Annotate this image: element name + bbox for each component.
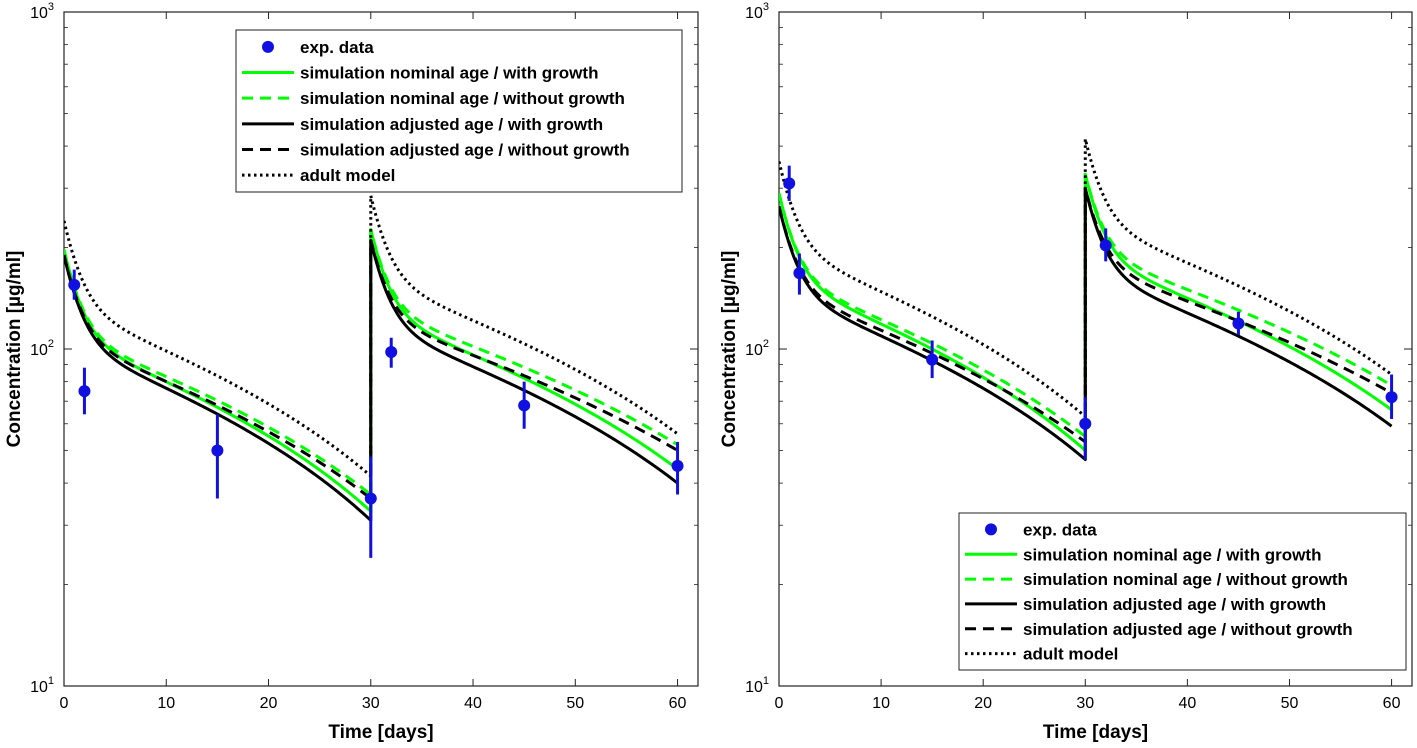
- legend-label: exp. data: [1023, 520, 1097, 539]
- data-point: [68, 278, 81, 291]
- data-point: [364, 492, 377, 505]
- x-tick-label: 30: [1076, 695, 1094, 712]
- x-tick-label: 20: [260, 695, 278, 712]
- x-tick-label: 10: [872, 695, 890, 712]
- series-line-5: [779, 137, 1393, 419]
- legend-label: simulation nominal age / without growth: [1023, 570, 1348, 589]
- legend-box: [958, 512, 1407, 671]
- x-tick-label: 50: [566, 695, 584, 712]
- legend-marker-data: [262, 40, 274, 53]
- x-tick-label: 0: [60, 695, 69, 712]
- y-tick-label: 101: [745, 675, 769, 696]
- y-axis-label: Concentration [µg/ml]: [4, 251, 25, 448]
- legend-label: simulation adjusted age / without growth: [1023, 620, 1353, 639]
- y-tick-label: 102: [30, 338, 54, 359]
- y-tick-label: 103: [745, 1, 769, 22]
- series-line-3: [779, 186, 1393, 461]
- x-tick-label: 40: [464, 695, 482, 712]
- legend-label: simulation adjusted age / without growth: [300, 141, 630, 160]
- legend-marker-data: [985, 523, 997, 536]
- data-point: [793, 267, 806, 280]
- legend: exp. data simulation nominal age / with g…: [958, 512, 1407, 671]
- data-point: [385, 345, 398, 358]
- chart-right: 0 10 20 30 40 50 60 101 102 103 Time [days] Concent…: [719, 1, 1413, 743]
- x-tick-label: 20: [974, 695, 992, 712]
- x-tick-label: 60: [1383, 695, 1401, 712]
- x-tick-label: 30: [362, 695, 380, 712]
- plot-area: [64, 194, 684, 558]
- x-tick-label: 40: [1178, 695, 1196, 712]
- legend-label: simulation nominal age / with growth: [300, 64, 598, 83]
- data-point: [518, 399, 531, 412]
- legend-label: simulation nominal age / without growth: [300, 89, 625, 108]
- y-tick-label: 102: [745, 338, 769, 359]
- data-point: [783, 177, 796, 190]
- series-line-2: [779, 172, 1393, 438]
- plot-area: [779, 137, 1398, 461]
- x-axis-label: Time [days]: [1043, 722, 1148, 743]
- chart-left: 0 10 20 30 40 50 60 101 102 103 Time [days] Concent…: [4, 1, 699, 743]
- legend-label: exp. data: [300, 38, 374, 57]
- data-point: [1099, 239, 1112, 252]
- legend-label: simulation nominal age / with growth: [1023, 545, 1321, 564]
- y-tick-label: 103: [30, 1, 54, 22]
- legend-label: simulation adjusted age / with growth: [300, 115, 603, 134]
- data-point: [211, 444, 224, 457]
- x-axis-label: Time [days]: [328, 722, 433, 743]
- data-point: [78, 385, 91, 398]
- x-tick-label: 60: [669, 695, 687, 712]
- legend-label: adult model: [1023, 645, 1118, 664]
- legend-box: [235, 29, 683, 193]
- legend-label: simulation adjusted age / with growth: [1023, 595, 1326, 614]
- x-tick-label: 10: [157, 695, 175, 712]
- y-axis-label: Concentration [µg/ml]: [719, 251, 740, 448]
- data-point: [926, 353, 939, 366]
- x-tick-label: 50: [1281, 695, 1299, 712]
- x-tick-label: 0: [775, 695, 784, 712]
- y-tick-label: 101: [30, 675, 54, 696]
- data-point: [1385, 391, 1398, 404]
- series-line-4: [64, 238, 679, 501]
- legend-label: adult model: [300, 166, 395, 185]
- data-point: [1232, 317, 1245, 330]
- series-line-5: [64, 194, 679, 478]
- legend: exp. data simulation nominal age / with g…: [235, 29, 683, 193]
- data-point: [671, 459, 684, 472]
- data-point: [1079, 417, 1092, 430]
